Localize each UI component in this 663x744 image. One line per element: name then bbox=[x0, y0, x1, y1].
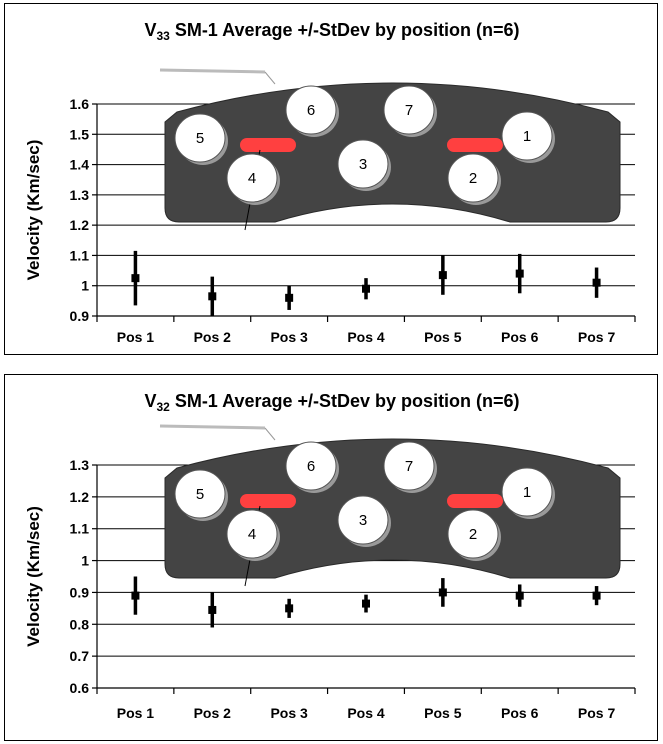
mean-marker bbox=[285, 293, 294, 302]
x-tick-label: Pos 1 bbox=[117, 705, 155, 721]
y-tick-label: 0.7 bbox=[70, 648, 90, 664]
sample-diagram-inset: 1 2 3 4 5 6 7 bbox=[159, 68, 621, 231]
leader-line bbox=[264, 71, 276, 85]
position-circle bbox=[285, 441, 337, 491]
chart-panel-v32: V32 SM-1 Average +/-StDev by position (n… bbox=[4, 374, 658, 741]
x-tick-label: Pos 4 bbox=[347, 705, 385, 721]
y-tick-label: 0.8 bbox=[70, 616, 90, 632]
x-tick-label: Pos 2 bbox=[194, 705, 232, 721]
x-tick-label: Pos 1 bbox=[117, 329, 155, 345]
red-slot-right bbox=[447, 494, 503, 508]
position-number: 3 bbox=[359, 512, 367, 529]
position-number: 2 bbox=[469, 526, 477, 543]
position-number: 5 bbox=[196, 130, 204, 147]
y-tick-label: 1.3 bbox=[70, 187, 90, 203]
y-axis-label: Velocity (Km/sec) bbox=[24, 140, 43, 281]
position-circle bbox=[501, 111, 553, 161]
mean-marker bbox=[131, 274, 140, 283]
x-tick-label: Pos 3 bbox=[270, 329, 308, 345]
position-circle bbox=[226, 509, 278, 559]
x-tick-label: Pos 5 bbox=[424, 705, 462, 721]
position-number: 4 bbox=[248, 526, 256, 543]
position-number: 7 bbox=[405, 458, 413, 475]
y-tick-label: 1.4 bbox=[70, 157, 90, 173]
position-number: 2 bbox=[469, 170, 477, 187]
mean-marker bbox=[285, 604, 294, 613]
position-circle bbox=[383, 85, 435, 135]
position-circle bbox=[174, 113, 226, 163]
position-circle bbox=[174, 469, 226, 519]
x-tick-label: Pos 5 bbox=[424, 329, 462, 345]
position-number: 1 bbox=[523, 128, 531, 145]
position-circle bbox=[383, 441, 435, 491]
red-slot-left bbox=[240, 494, 296, 508]
position-circle bbox=[226, 153, 278, 203]
position-circle bbox=[337, 139, 389, 189]
y-tick-label: 1.3 bbox=[70, 457, 90, 473]
x-tick-label: Pos 4 bbox=[347, 329, 385, 345]
mean-marker bbox=[438, 271, 447, 280]
y-axis-label: Velocity (Km/sec) bbox=[24, 506, 43, 647]
leader-line bbox=[159, 424, 266, 430]
x-tick-label: Pos 6 bbox=[501, 329, 539, 345]
mean-marker bbox=[362, 599, 370, 608]
chart-title: V33 SM-1 Average +/-StDev by position (n… bbox=[144, 20, 519, 43]
position-number: 6 bbox=[307, 458, 315, 475]
chart-title: V32 SM-1 Average +/-StDev by position (n… bbox=[144, 391, 519, 414]
mean-marker bbox=[208, 292, 217, 301]
y-tick-label: 1.5 bbox=[70, 126, 90, 142]
y-tick-label: 0.9 bbox=[70, 308, 90, 324]
y-tick-label: 1.2 bbox=[70, 217, 90, 233]
chart-v33: V33 SM-1 Average +/-StDev by position (n… bbox=[24, 20, 636, 345]
y-tick-label: 0.6 bbox=[70, 680, 90, 696]
position-circle bbox=[337, 495, 389, 545]
position-number: 4 bbox=[248, 170, 256, 187]
y-tick-label: 1.2 bbox=[70, 489, 90, 505]
position-circle bbox=[285, 85, 337, 135]
red-slot-right bbox=[447, 138, 503, 152]
position-number: 5 bbox=[196, 486, 204, 503]
y-tick-label: 0.9 bbox=[70, 584, 90, 600]
sample-diagram-inset: 1 2 3 4 5 6 7 bbox=[159, 424, 621, 587]
position-number: 6 bbox=[307, 102, 315, 119]
mean-marker bbox=[208, 605, 217, 614]
mean-marker bbox=[592, 591, 601, 600]
leader-line bbox=[264, 427, 276, 441]
chart-v32: V32 SM-1 Average +/-StDev by position (n… bbox=[24, 391, 636, 721]
mean-marker bbox=[515, 269, 524, 278]
x-tick-label: Pos 6 bbox=[501, 705, 539, 721]
position-circle bbox=[501, 467, 553, 517]
position-circle bbox=[447, 153, 499, 203]
mean-marker bbox=[362, 284, 370, 293]
y-tick-label: 1.6 bbox=[70, 96, 90, 112]
mean-marker bbox=[515, 591, 524, 600]
position-number: 3 bbox=[359, 156, 367, 173]
x-tick-label: Pos 7 bbox=[578, 329, 616, 345]
position-circle bbox=[447, 509, 499, 559]
mean-marker bbox=[438, 588, 447, 597]
red-slot-left bbox=[240, 138, 296, 152]
y-tick-label: 1 bbox=[81, 278, 89, 294]
x-tick-label: Pos 3 bbox=[270, 705, 308, 721]
leader-line bbox=[159, 68, 266, 74]
position-number: 1 bbox=[523, 484, 531, 501]
position-number: 7 bbox=[405, 102, 413, 119]
x-tick-label: Pos 7 bbox=[578, 705, 616, 721]
y-tick-label: 1.1 bbox=[70, 521, 90, 537]
y-tick-label: 1 bbox=[81, 553, 89, 569]
mean-marker bbox=[131, 591, 140, 600]
x-tick-label: Pos 2 bbox=[194, 329, 232, 345]
mean-marker bbox=[592, 278, 601, 287]
y-tick-label: 1.1 bbox=[70, 247, 90, 263]
chart-panel-v33: V33 SM-1 Average +/-StDev by position (n… bbox=[4, 3, 658, 355]
